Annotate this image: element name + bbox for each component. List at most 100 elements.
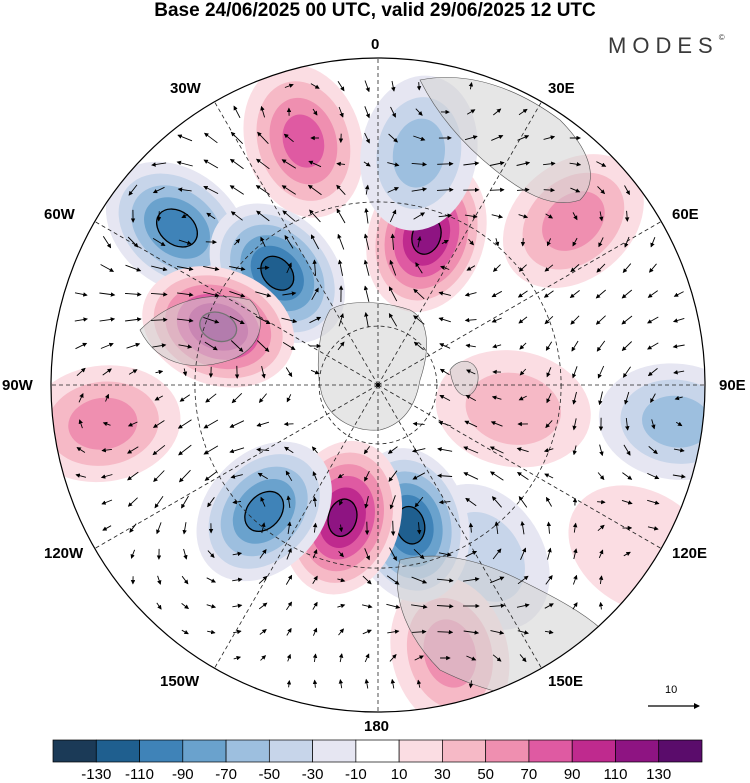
wind-vector [546, 496, 552, 507]
wind-vector [258, 602, 268, 610]
wind-vector [516, 603, 530, 608]
wind-vector [310, 83, 320, 89]
wind-vector [489, 161, 505, 166]
wind-vector [491, 317, 502, 323]
wind-vector [624, 185, 630, 196]
wind-vector [102, 421, 111, 427]
wind-vector [257, 472, 268, 480]
lon-label-120e: 120E [672, 545, 708, 562]
wind-vector [256, 447, 270, 453]
meridian-line [94, 221, 379, 386]
wind-vector [412, 472, 426, 480]
wind-vector [102, 368, 112, 376]
wind-vector [234, 238, 241, 246]
wind-vector [569, 162, 582, 167]
reference-vector-label: 10 [665, 684, 678, 696]
wind-vector [127, 236, 139, 248]
wind-vector [463, 472, 479, 480]
wind-vector [336, 161, 346, 167]
wind-vector [337, 233, 345, 250]
wind-vector [230, 340, 244, 353]
wind-vector [413, 212, 426, 220]
wind-vector [232, 603, 243, 609]
wind-vector [545, 341, 553, 351]
wind-vector [157, 575, 162, 585]
wind-vector [519, 368, 527, 376]
wind-vector [439, 343, 451, 349]
wind-vector [129, 523, 137, 533]
wind-vector [465, 395, 477, 401]
anomaly-cell [435, 350, 591, 468]
wind-vector [203, 291, 220, 298]
wind-vector [363, 161, 371, 167]
wind-vector [598, 549, 604, 559]
colorbar-swatch [615, 739, 660, 763]
wind-vector [127, 497, 138, 507]
wind-vector [364, 106, 370, 119]
wind-vector [491, 395, 502, 400]
wind-vector [489, 603, 506, 608]
wind-vector [363, 259, 370, 276]
wind-vector [520, 238, 526, 247]
wind-vector [411, 576, 428, 584]
wind-vector [364, 470, 370, 482]
wind-vector [416, 679, 422, 688]
wind-vector [517, 290, 528, 298]
wind-vector [233, 655, 242, 661]
wind-vector [465, 550, 478, 558]
wind-vector [286, 495, 291, 508]
wind-vector [416, 522, 422, 535]
wind-vector [622, 366, 631, 378]
wind-vector [572, 602, 578, 610]
wind-vector [230, 474, 243, 479]
wind-vector [177, 187, 192, 192]
wind-vector [572, 212, 578, 221]
wind-vector [232, 577, 243, 583]
colorbar-swatch [528, 739, 573, 763]
colorbar-tick-label: 70 [520, 766, 538, 783]
wind-vector [203, 265, 220, 272]
wind-vector [229, 420, 245, 428]
wind-vector [623, 551, 631, 557]
colorbar-tick-label: -90 [171, 766, 194, 783]
wind-vector [206, 577, 216, 583]
wind-vector [207, 497, 215, 508]
wind-vector [154, 496, 164, 509]
wind-vector [413, 288, 425, 300]
wind-vector [337, 473, 344, 479]
wind-vector [102, 236, 112, 249]
wind-vector [205, 393, 217, 403]
wind-vector [672, 474, 686, 479]
wind-vector [415, 262, 423, 274]
wind-vector [465, 343, 476, 349]
wind-vector [203, 419, 219, 429]
lon-label-150w: 150W [160, 673, 200, 690]
wind-vector [387, 629, 400, 634]
lon-label-0: 0 [371, 36, 380, 53]
wind-vector [647, 472, 660, 480]
wind-vector [438, 499, 451, 505]
wind-vector [413, 315, 425, 325]
wind-vector [181, 213, 189, 218]
wind-vector [177, 318, 194, 323]
colorbar-tick-label: 10 [390, 766, 408, 783]
wind-vector [336, 184, 346, 196]
wind-vector [468, 238, 474, 246]
wind-vector [204, 132, 218, 144]
wind-vector [286, 547, 292, 560]
wind-vector [127, 446, 139, 454]
wind-vector [338, 653, 344, 663]
wind-vector [178, 469, 191, 483]
wind-vector [128, 184, 138, 196]
colorbar-swatch [268, 739, 313, 763]
wind-vector [309, 209, 321, 223]
wind-vector [156, 211, 162, 222]
wind-vector [519, 342, 527, 350]
wind-vector [364, 312, 369, 328]
wind-vector [100, 264, 115, 272]
wind-vector [124, 292, 142, 297]
wind-vector [282, 342, 296, 350]
wind-vector [128, 369, 138, 375]
wind-vector [363, 446, 371, 455]
wind-vector [571, 340, 579, 352]
